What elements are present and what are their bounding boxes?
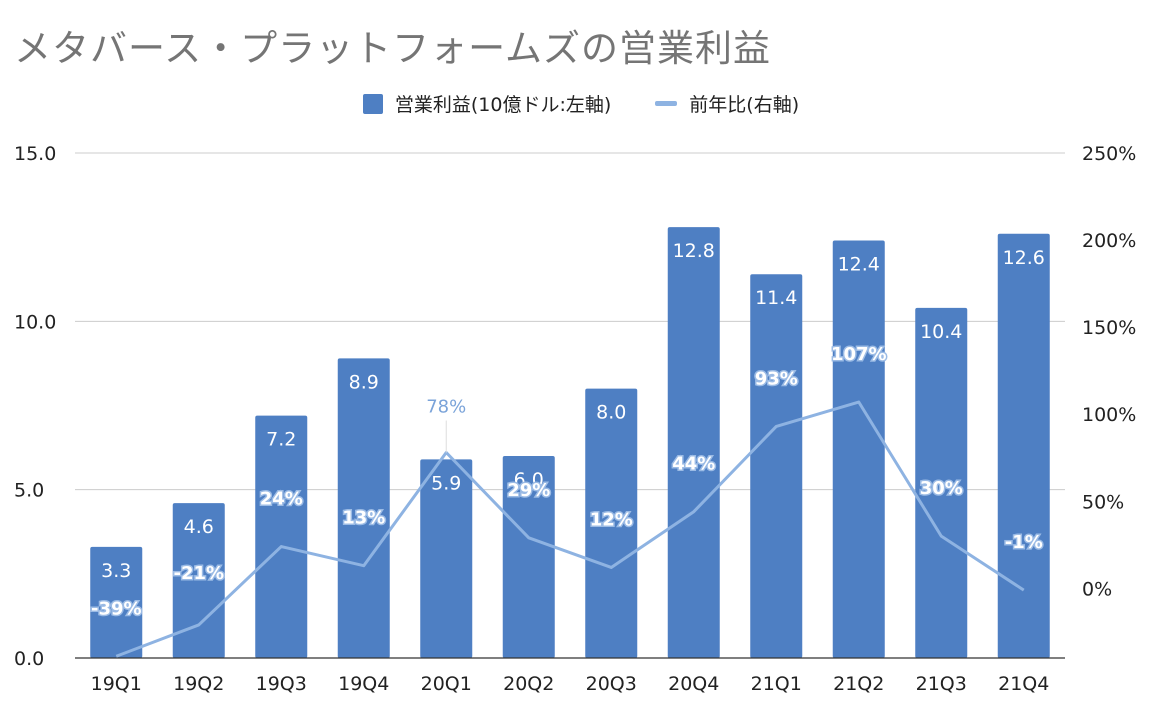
legend-label-operating-profit: 営業利益(10億ドル:左軸) xyxy=(394,94,612,116)
x-tick-label: 20Q1 xyxy=(421,673,472,695)
bar-value-label: 5.9 xyxy=(431,472,461,494)
x-tick-label: 19Q2 xyxy=(173,673,224,695)
yoy-value-label: 30% xyxy=(920,478,963,499)
bar-value-label: 7.2 xyxy=(266,429,296,451)
y-right-tick-label: 0% xyxy=(1082,578,1112,600)
bar xyxy=(337,358,390,658)
yoy-value-label: 44% xyxy=(672,454,715,475)
yoy-value-label: 24% xyxy=(260,489,303,510)
legend-line-swatch xyxy=(655,101,678,106)
bar xyxy=(90,546,143,658)
bar-value-label: 3.3 xyxy=(101,560,131,582)
legend-item-yoy: 前年比(右軸) xyxy=(655,90,799,117)
bar-value-label: 6.0 xyxy=(514,469,544,491)
bar-value-label: 8.0 xyxy=(596,402,626,424)
x-tick-label: 19Q3 xyxy=(256,673,307,695)
y-left-tick-label: 5.0 xyxy=(14,480,44,502)
x-tick-label: 20Q2 xyxy=(503,673,554,695)
yoy-value-label: 107% xyxy=(831,344,887,365)
x-tick-label: 21Q4 xyxy=(998,673,1049,695)
bar-value-label: 12.8 xyxy=(673,240,715,262)
x-tick-label: 21Q3 xyxy=(916,673,967,695)
bar xyxy=(832,240,885,659)
y-right-tick-label: 150% xyxy=(1082,317,1136,339)
x-tick-label: 21Q2 xyxy=(833,673,884,695)
y-right-tick-label: 250% xyxy=(1082,143,1136,165)
legend: 営業利益(10億ドル:左軸) 前年比(右軸) xyxy=(0,90,1162,117)
bar xyxy=(915,307,968,658)
bar xyxy=(997,233,1050,659)
x-tick-label: 19Q1 xyxy=(91,673,142,695)
yoy-value-label: 13% xyxy=(342,508,385,529)
yoy-value-label: 93% xyxy=(755,368,798,389)
y-left-tick-label: 0.0 xyxy=(14,648,44,670)
x-tick-label: 19Q4 xyxy=(338,673,389,695)
y-right-tick-label: 200% xyxy=(1082,230,1136,252)
bar xyxy=(420,459,473,658)
y-left-tick-label: 15.0 xyxy=(14,143,56,165)
yoy-value-label: -21% xyxy=(173,563,224,584)
x-tick-label: 20Q4 xyxy=(668,673,719,695)
bar xyxy=(750,274,803,658)
bar xyxy=(172,503,225,658)
bar-value-label: 11.4 xyxy=(755,287,797,309)
bar xyxy=(255,415,308,658)
y-right-tick-label: 50% xyxy=(1082,491,1124,513)
bar xyxy=(667,227,720,659)
bar-value-label: 12.6 xyxy=(1003,247,1045,269)
bar-value-label: 10.4 xyxy=(920,321,962,343)
yoy-value-label: 78% xyxy=(426,397,466,418)
legend-item-operating-profit: 営業利益(10億ドル:左軸) xyxy=(362,90,612,117)
yoy-value-label: 29% xyxy=(507,480,550,501)
legend-label-yoy: 前年比(右軸) xyxy=(689,94,800,116)
yoy-value-label: -39% xyxy=(91,598,142,619)
bar xyxy=(502,456,555,658)
bar-value-label: 8.9 xyxy=(349,371,379,393)
y-right-tick-label: 100% xyxy=(1082,404,1136,426)
x-tick-label: 20Q3 xyxy=(586,673,637,695)
bar-value-label: 4.6 xyxy=(184,516,214,538)
yoy-line xyxy=(115,400,1025,658)
bar xyxy=(585,388,638,658)
legend-bar-swatch xyxy=(362,93,383,114)
yoy-value-label: -1% xyxy=(1005,532,1043,553)
y-left-tick-label: 10.0 xyxy=(14,311,56,333)
yoy-value-label: 12% xyxy=(590,509,633,530)
chart-title: メタバース・プラットフォームズの営業利益 xyxy=(14,27,772,70)
bar-value-label: 12.4 xyxy=(838,254,880,276)
x-tick-label: 21Q1 xyxy=(751,673,802,695)
